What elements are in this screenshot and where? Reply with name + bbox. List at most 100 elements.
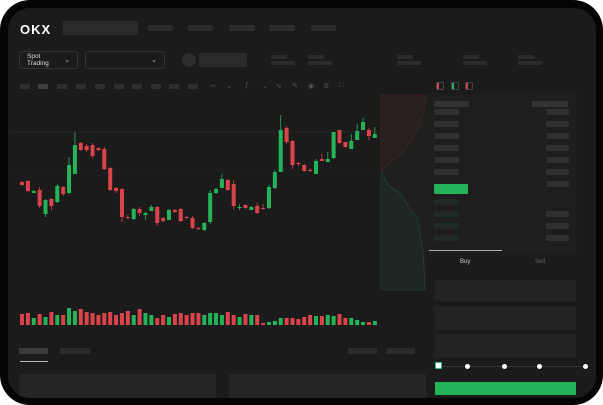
volume-bar bbox=[102, 313, 107, 325]
leverage-step[interactable] bbox=[502, 364, 507, 369]
nav-item[interactable] bbox=[148, 25, 173, 31]
candle-body bbox=[72, 145, 77, 174]
tab-sell[interactable]: Sell bbox=[535, 259, 546, 265]
candle-body bbox=[20, 182, 24, 185]
nav-item[interactable] bbox=[229, 25, 255, 31]
volume-bar bbox=[372, 321, 377, 325]
stat-value bbox=[518, 61, 542, 65]
orderbook-bids-icon[interactable] bbox=[451, 82, 459, 90]
timeframe-button[interactable] bbox=[114, 84, 124, 89]
volume-bar bbox=[355, 320, 360, 325]
ask-amount bbox=[546, 109, 569, 115]
volume-bar bbox=[20, 314, 24, 325]
pair-select[interactable]: ⌄ bbox=[85, 51, 165, 69]
volume-bar bbox=[84, 312, 89, 325]
timeframe-button[interactable] bbox=[169, 84, 179, 89]
volume-bar bbox=[67, 308, 72, 325]
leverage-slider-track[interactable] bbox=[440, 366, 588, 367]
leverage-slider-handle[interactable] bbox=[435, 362, 442, 369]
leverage-step[interactable] bbox=[583, 364, 588, 369]
candle-body bbox=[372, 134, 377, 138]
bid-price bbox=[434, 211, 459, 217]
search-bar[interactable] bbox=[63, 21, 138, 35]
candle-body bbox=[137, 209, 142, 213]
line-tool-icon[interactable]: ∿ bbox=[276, 83, 282, 90]
candle-body bbox=[237, 207, 242, 208]
orderbook-asks-icon[interactable] bbox=[465, 82, 473, 90]
candle-body bbox=[31, 191, 36, 193]
volume-bar bbox=[37, 314, 42, 325]
price-input[interactable] bbox=[434, 280, 576, 301]
timeframe-button[interactable] bbox=[57, 84, 67, 89]
volume-bar bbox=[284, 318, 289, 325]
volume-bar bbox=[43, 317, 48, 325]
volume-bar bbox=[161, 315, 166, 325]
nav-item[interactable] bbox=[188, 25, 213, 31]
orderbook-both-icon[interactable] bbox=[436, 82, 444, 90]
tab-order-history[interactable] bbox=[60, 348, 90, 354]
tab-active-underline bbox=[20, 361, 48, 362]
candle-body bbox=[131, 209, 136, 219]
volume-bar bbox=[337, 314, 342, 325]
tab-buy[interactable]: Buy bbox=[460, 259, 471, 265]
candle-body bbox=[155, 207, 160, 223]
tab-open-orders[interactable] bbox=[19, 348, 48, 354]
orderbook-header bbox=[434, 101, 469, 107]
okx-logo[interactable]: OKX bbox=[20, 22, 52, 37]
chevron-down-icon[interactable]: ⌄ bbox=[226, 83, 232, 90]
total-input[interactable] bbox=[434, 334, 576, 358]
fullscreen-icon[interactable]: □ bbox=[339, 82, 344, 89]
candle-body bbox=[43, 200, 48, 214]
timeframe-button[interactable] bbox=[76, 84, 86, 89]
timeframe-button[interactable] bbox=[188, 84, 198, 89]
candle-body bbox=[290, 141, 295, 165]
volume-bar bbox=[331, 316, 336, 325]
stat-value bbox=[308, 61, 332, 65]
depth-asks-area bbox=[380, 94, 427, 173]
timeframe-button[interactable] bbox=[95, 84, 105, 89]
candle-body bbox=[314, 161, 318, 174]
amount-input[interactable] bbox=[434, 306, 576, 330]
volume-bar bbox=[31, 318, 36, 325]
buy-submit-button[interactable] bbox=[435, 382, 576, 395]
candle-body bbox=[231, 184, 236, 206]
volume-bar bbox=[225, 312, 230, 325]
candle-body bbox=[308, 170, 313, 171]
bid-price bbox=[434, 223, 459, 229]
timeframe-button[interactable] bbox=[20, 84, 30, 89]
draw-tool-icon[interactable]: ✎ bbox=[292, 83, 298, 90]
camera-icon[interactable]: ◉ bbox=[308, 83, 315, 90]
timeframe-button[interactable] bbox=[38, 84, 48, 89]
volume-bar bbox=[308, 315, 313, 325]
market-select-label: Spot Trading bbox=[27, 53, 49, 67]
settings-icon[interactable]: ⚙ bbox=[323, 83, 330, 90]
volume-bar bbox=[125, 311, 130, 325]
candle-body bbox=[178, 209, 183, 221]
nav-item[interactable] bbox=[311, 25, 336, 31]
filter-button[interactable] bbox=[348, 348, 377, 354]
candle-body bbox=[202, 223, 207, 230]
volume-bar bbox=[172, 314, 177, 325]
last-price bbox=[434, 184, 468, 194]
candlestick-chart[interactable] bbox=[8, 8, 596, 398]
candle-body bbox=[337, 130, 342, 143]
chevron-down-icon[interactable]: ⌄ bbox=[262, 83, 268, 90]
volume-bar bbox=[90, 313, 95, 325]
indicator-icon[interactable]: ƒ bbox=[245, 82, 249, 89]
candle-body bbox=[249, 207, 254, 210]
leverage-step[interactable] bbox=[465, 364, 470, 369]
leverage-step[interactable] bbox=[537, 364, 542, 369]
ask-amount bbox=[546, 121, 569, 127]
timeframe-button[interactable] bbox=[151, 84, 161, 89]
volume-bar bbox=[266, 322, 271, 325]
candle-body bbox=[343, 142, 348, 147]
market-select[interactable]: Spot Trading ⌄ bbox=[19, 51, 78, 69]
volume-bar bbox=[366, 322, 371, 325]
timeframe-button[interactable] bbox=[132, 84, 142, 89]
nav-item[interactable] bbox=[269, 25, 295, 31]
filter-button[interactable] bbox=[386, 348, 415, 354]
price-display bbox=[199, 53, 247, 67]
candle-body bbox=[208, 193, 213, 222]
chart-type-icon[interactable]: ∾ bbox=[210, 83, 216, 90]
candle-body bbox=[61, 187, 66, 194]
